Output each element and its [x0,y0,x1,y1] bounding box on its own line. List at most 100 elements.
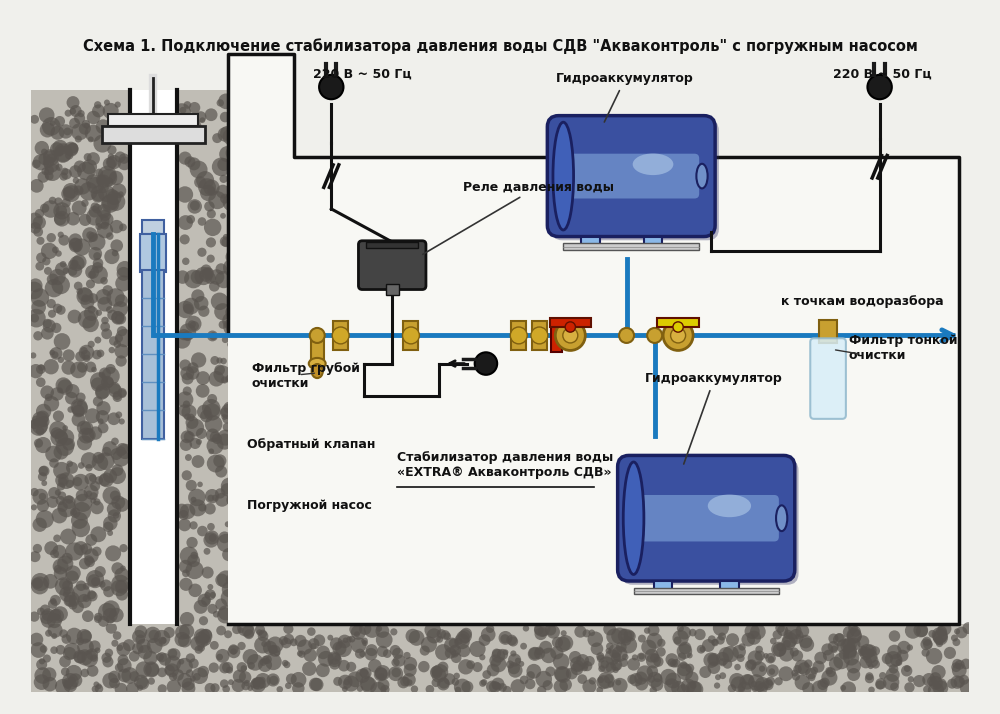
Circle shape [536,671,552,688]
Circle shape [248,559,260,571]
Circle shape [526,664,541,678]
Circle shape [357,685,363,692]
Circle shape [84,485,99,500]
Circle shape [83,583,90,590]
Circle shape [570,656,586,672]
FancyBboxPatch shape [547,116,715,236]
Circle shape [63,591,69,598]
Circle shape [479,634,490,646]
Circle shape [615,680,621,685]
Circle shape [115,329,133,347]
Circle shape [159,653,171,665]
Circle shape [932,627,948,643]
Circle shape [795,634,801,640]
Circle shape [799,635,812,648]
Circle shape [229,453,236,461]
Circle shape [209,534,217,542]
Circle shape [85,534,97,545]
Circle shape [69,238,82,251]
Circle shape [79,345,94,361]
Circle shape [234,523,248,538]
Circle shape [65,384,80,398]
Circle shape [243,185,251,193]
Circle shape [255,625,265,635]
Circle shape [605,649,620,665]
Circle shape [63,349,75,361]
Circle shape [773,630,782,640]
Circle shape [947,678,957,689]
Circle shape [115,276,131,291]
Circle shape [103,469,117,483]
Circle shape [897,640,911,654]
Bar [31,90,130,624]
Circle shape [55,489,61,496]
Circle shape [88,247,102,261]
Circle shape [77,639,94,655]
Circle shape [359,650,366,658]
Circle shape [210,356,219,365]
Circle shape [228,412,236,419]
Circle shape [72,401,88,416]
Circle shape [78,428,94,443]
Circle shape [242,625,255,638]
Circle shape [598,672,615,688]
Circle shape [168,648,181,660]
Circle shape [221,478,238,495]
Bar [511,321,526,349]
Circle shape [689,629,697,636]
Circle shape [69,233,82,247]
Circle shape [59,124,73,139]
Circle shape [913,623,928,638]
Circle shape [38,364,45,371]
Circle shape [739,674,755,690]
Circle shape [91,203,99,211]
Circle shape [96,683,102,689]
Circle shape [520,675,528,684]
Circle shape [634,672,648,685]
Circle shape [738,643,746,650]
Circle shape [194,600,208,614]
Circle shape [109,678,120,688]
Circle shape [225,375,233,383]
Circle shape [444,638,460,653]
Circle shape [186,653,195,663]
Circle shape [102,673,118,688]
Circle shape [41,613,56,628]
Circle shape [82,120,90,128]
Circle shape [103,441,117,456]
Circle shape [792,650,803,662]
Circle shape [85,361,96,373]
Circle shape [230,298,242,310]
Circle shape [109,336,118,346]
Circle shape [50,142,64,156]
Circle shape [611,628,628,644]
Circle shape [58,231,64,238]
Circle shape [238,446,246,455]
Circle shape [951,675,964,689]
Circle shape [865,654,878,668]
Circle shape [87,177,104,194]
Circle shape [56,149,63,156]
Circle shape [375,665,390,680]
Circle shape [577,674,587,684]
Circle shape [310,328,325,343]
Circle shape [354,631,360,637]
Circle shape [207,584,213,590]
Circle shape [621,637,637,653]
Circle shape [96,310,102,316]
Circle shape [251,464,260,473]
Circle shape [87,111,100,124]
Circle shape [491,649,505,663]
Circle shape [224,630,232,638]
Circle shape [469,641,486,657]
Circle shape [111,640,118,647]
Circle shape [92,350,102,359]
Circle shape [182,373,194,385]
Circle shape [59,655,71,668]
Circle shape [215,493,229,507]
Circle shape [887,645,902,659]
Circle shape [245,101,253,110]
Circle shape [84,555,94,565]
Circle shape [674,636,682,644]
Circle shape [596,687,603,693]
